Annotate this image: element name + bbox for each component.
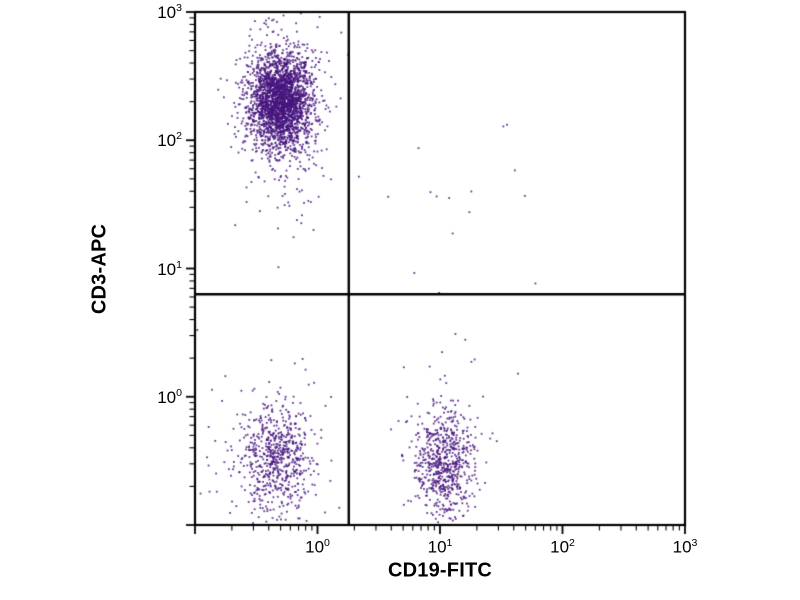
x-tick-label: 101 <box>427 537 453 557</box>
x-tick-label: 100 <box>305 537 330 557</box>
x-tick-label: 102 <box>550 537 575 557</box>
x-axis-title: CD19-FITC <box>387 559 493 582</box>
y-tick-label: 102 <box>157 130 182 151</box>
y-axis-title: CD3-APC <box>88 223 111 315</box>
y-tick-label: 101 <box>157 258 182 279</box>
y-tick-label: 100 <box>157 386 182 407</box>
y-tick-label: 103 <box>157 2 182 22</box>
x-tick-label: 103 <box>672 537 698 557</box>
